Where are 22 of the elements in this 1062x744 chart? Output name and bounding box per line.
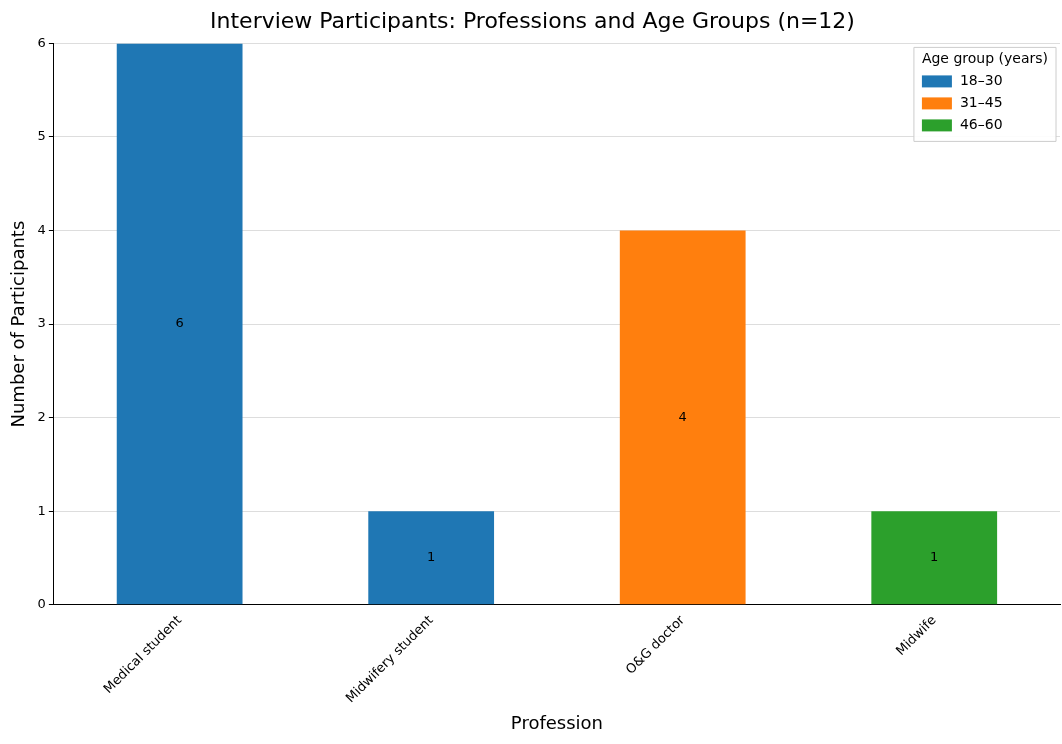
x-axis-title: Profession [510, 711, 604, 733]
y-tick-label: 4 [37, 221, 46, 237]
data-label: 6 [175, 315, 184, 331]
y-tick-label: 3 [37, 315, 46, 331]
data-label: 4 [678, 408, 687, 424]
y-tick-label: 2 [37, 409, 46, 425]
y-tick-label: 1 [37, 502, 46, 518]
y-tick-label: 5 [37, 128, 46, 144]
data-label: 1 [427, 549, 436, 565]
chart-title: Interview Participants: Professions and Age Groups (n=12) [210, 7, 855, 33]
y-axis-title: Number of Participants [7, 220, 29, 428]
bar [619, 230, 746, 605]
bar [871, 511, 998, 605]
legend-label: 46–60 [959, 116, 1003, 133]
bar [368, 511, 495, 605]
y-tick-label: 0 [37, 596, 46, 612]
y-tick-label: 6 [37, 34, 46, 50]
legend-label: 31–45 [959, 94, 1003, 111]
data-label: 1 [930, 549, 939, 565]
legend-title: Age group (years) [921, 50, 1048, 67]
bar [116, 43, 243, 605]
legend-label: 18–30 [959, 72, 1003, 89]
